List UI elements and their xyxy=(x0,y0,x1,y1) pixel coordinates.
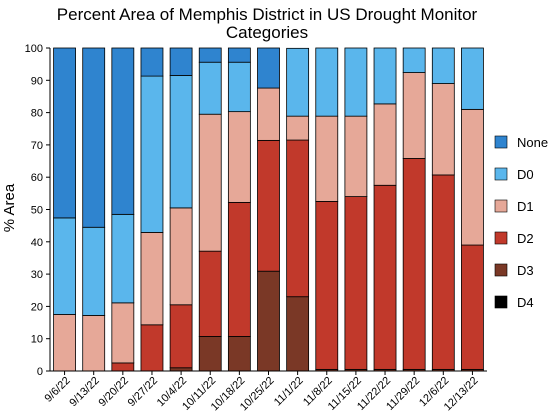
chart-title-line-2: Categories xyxy=(226,23,308,42)
bar-segment-d1-7 xyxy=(257,87,280,141)
y-tick-label: 0 xyxy=(37,366,43,378)
bar-segment-d1-14 xyxy=(461,108,484,246)
legend: None D0 D1 D2 D3 D4 xyxy=(494,135,548,310)
x-axis: 9/6/229/13/229/20/229/27/2210/4/2210/11/… xyxy=(43,370,487,413)
bar-segment-d0-6 xyxy=(227,61,251,113)
legend-label-none: None xyxy=(517,135,548,150)
bar-segment-none-7 xyxy=(257,47,280,89)
bar-segment-d3-5 xyxy=(198,336,222,372)
bar-segment-d1-0 xyxy=(53,314,76,372)
chart-title-line-1: Percent Area of Memphis District in US D… xyxy=(57,5,478,24)
y-tick-label: 10 xyxy=(31,334,43,346)
bar-segment-d2-13 xyxy=(431,174,455,370)
bar-segment-none-1 xyxy=(82,47,106,228)
bar-segment-d1-13 xyxy=(431,83,455,176)
bar-segment-d0-1 xyxy=(82,226,106,316)
legend-label-d0: D0 xyxy=(517,167,534,182)
bar-segment-d1-9 xyxy=(315,115,339,202)
y-tick-label: 80 xyxy=(31,108,43,120)
bar-segment-d2-9 xyxy=(315,201,339,370)
legend-swatch-d1 xyxy=(494,199,508,213)
bar-segment-d1-1 xyxy=(82,315,106,372)
bar-segment-d0-14 xyxy=(461,47,484,110)
bar-segment-d1-10 xyxy=(344,115,368,197)
bar-segment-d1-6 xyxy=(227,111,251,203)
y-axis-label: % Area xyxy=(1,183,18,232)
bar-segment-none-3 xyxy=(140,47,164,77)
bars-group xyxy=(53,47,484,372)
x-tick-label: 9/13/22 xyxy=(67,375,101,409)
y-tick-label: 100 xyxy=(25,43,43,55)
bar-segment-none-6 xyxy=(227,47,251,63)
y-axis: 0 10 20 30 40 50 60 70 80 90 100 xyxy=(25,43,51,378)
bar-segment-d2-4 xyxy=(169,304,193,369)
bar-segment-d2-2 xyxy=(111,362,135,372)
bar-segment-d2-11 xyxy=(373,184,397,370)
bar-segment-d2-3 xyxy=(140,324,164,372)
bar-segment-d2-14 xyxy=(461,244,484,370)
legend-label-d4: D4 xyxy=(517,295,534,310)
bar-segment-d2-6 xyxy=(227,201,251,337)
y-tick-label: 30 xyxy=(31,269,43,281)
legend-swatch-d4 xyxy=(494,295,508,309)
bar-segment-d1-11 xyxy=(373,103,397,186)
y-tick-label: 90 xyxy=(31,75,43,87)
x-tick-label: 11/1/22 xyxy=(272,375,306,409)
bar-segment-none-0 xyxy=(53,47,76,219)
legend-swatch-d3 xyxy=(494,263,508,277)
bar-segment-d0-2 xyxy=(111,213,135,304)
y-tick-label: 60 xyxy=(31,172,43,184)
bar-segment-d0-9 xyxy=(315,47,339,117)
bar-segment-d3-6 xyxy=(227,336,251,372)
bar-segment-d3-7 xyxy=(257,270,280,372)
bar-segment-d1-8 xyxy=(286,115,310,141)
bar-segment-d1-4 xyxy=(169,207,193,306)
y-tick-label: 50 xyxy=(31,205,43,217)
legend-swatch-d2 xyxy=(494,231,508,245)
bar-segment-d0-10 xyxy=(344,47,368,117)
bar-segment-d1-5 xyxy=(198,113,222,252)
bar-segment-none-4 xyxy=(169,47,193,76)
bar-segment-d2-10 xyxy=(344,196,368,370)
bar-segment-d3-8 xyxy=(286,296,310,372)
x-tick-label: 9/20/22 xyxy=(97,375,131,409)
legend-swatch-none xyxy=(494,135,508,149)
bar-segment-d2-12 xyxy=(402,158,426,370)
y-tick-label: 20 xyxy=(31,301,43,313)
bar-segment-d2-8 xyxy=(286,139,310,298)
bar-segment-d0-0 xyxy=(53,217,76,315)
bar-segment-d2-7 xyxy=(257,139,280,272)
bar-segment-d1-12 xyxy=(402,72,426,159)
bar-segment-none-2 xyxy=(111,47,135,215)
x-tick-label: 9/27/22 xyxy=(126,375,160,409)
bar-segment-d0-13 xyxy=(431,47,455,84)
bar-segment-d1-2 xyxy=(111,302,135,364)
legend-label-d1: D1 xyxy=(517,199,534,214)
bar-segment-d2-5 xyxy=(198,250,222,337)
y-tick-label: 40 xyxy=(31,237,43,249)
legend-swatch-d0 xyxy=(494,167,508,181)
bar-segment-d0-11 xyxy=(373,47,397,105)
legend-label-d3: D3 xyxy=(517,263,534,278)
bar-segment-d0-4 xyxy=(169,75,193,209)
bar-segment-none-5 xyxy=(198,47,222,63)
bar-segment-d1-3 xyxy=(140,232,164,326)
bar-segment-d0-12 xyxy=(402,47,426,73)
legend-label-d2: D2 xyxy=(517,231,534,246)
bar-segment-d0-5 xyxy=(198,61,222,115)
bar-segment-d0-8 xyxy=(286,47,310,117)
bar-segment-d0-3 xyxy=(140,75,164,233)
y-tick-label: 70 xyxy=(31,140,43,152)
